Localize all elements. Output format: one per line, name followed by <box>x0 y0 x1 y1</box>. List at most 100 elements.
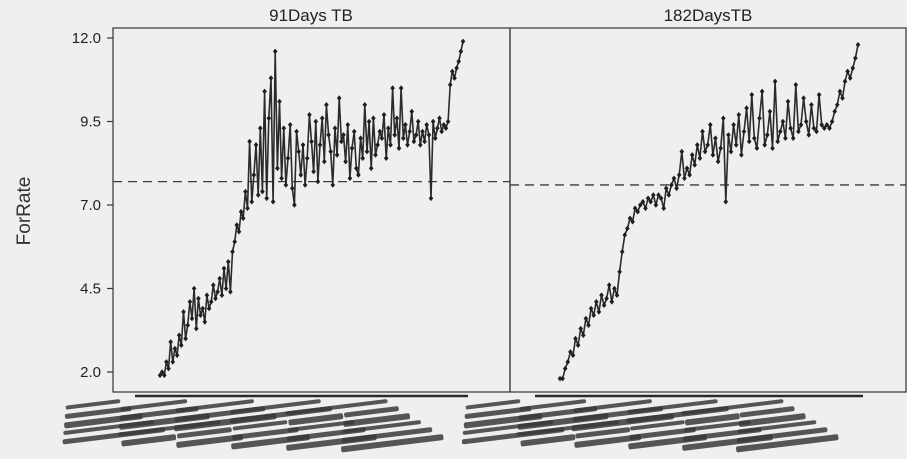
panel-1 <box>510 41 906 382</box>
data-point-0-54 <box>272 48 278 55</box>
x-tick-label-1-12 <box>573 399 652 413</box>
data-point-1-15 <box>596 309 602 315</box>
data-point-0-122 <box>418 142 423 148</box>
data-point-0-83 <box>334 152 340 158</box>
data-point-1-20 <box>609 299 615 305</box>
data-point-0-25 <box>211 282 216 288</box>
data-point-0-107 <box>386 125 391 131</box>
data-point-1-74 <box>749 92 755 98</box>
data-point-0-99 <box>368 165 374 172</box>
data-point-1-75 <box>752 135 757 141</box>
data-point-0-41 <box>245 205 250 212</box>
data-point-0-137 <box>450 68 455 75</box>
data-point-0-105 <box>381 112 387 118</box>
data-point-0-70 <box>307 112 312 118</box>
data-point-0-127 <box>428 195 434 202</box>
data-point-1-60 <box>713 135 718 141</box>
data-point-1-87 <box>783 135 788 141</box>
data-point-1-103 <box>824 122 830 128</box>
data-point-0-60 <box>285 155 291 161</box>
data-point-1-94 <box>801 95 806 101</box>
data-point-0-57 <box>279 175 284 182</box>
panel-0 <box>113 38 510 379</box>
x-tick-label-1-18 <box>627 399 718 414</box>
x-tick-label-1-21 <box>684 420 751 432</box>
data-point-0-93 <box>356 172 361 178</box>
data-point-1-41 <box>663 185 669 192</box>
data-point-0-110 <box>392 132 397 138</box>
panel-title-left: 91Days TB <box>269 6 353 25</box>
x-tick-label-1-20 <box>684 413 740 426</box>
series-line-0 <box>159 41 464 377</box>
data-point-1-10 <box>583 315 589 322</box>
data-point-0-36 <box>234 222 240 228</box>
data-point-1-100 <box>816 92 822 98</box>
data-point-1-32 <box>640 198 646 205</box>
data-point-1-91 <box>793 82 799 88</box>
data-point-1-112 <box>847 75 853 81</box>
x-tick-label-1-11 <box>574 434 642 448</box>
x-tick-label-1-24 <box>681 399 784 416</box>
data-point-1-14 <box>594 299 599 305</box>
data-point-1-27 <box>627 215 633 222</box>
data-point-1-110 <box>842 78 848 85</box>
data-point-0-50 <box>264 195 269 202</box>
data-point-1-13 <box>591 312 596 318</box>
data-point-0-73 <box>313 118 319 125</box>
x-tick-label-0-12 <box>175 399 254 413</box>
data-point-0-13 <box>185 322 190 328</box>
x-tick-label-0-15 <box>232 420 288 431</box>
data-point-0-114 <box>401 135 406 141</box>
x-tick-labels <box>62 394 863 453</box>
data-point-1-105 <box>829 118 835 125</box>
x-tick-label-0-26 <box>343 413 411 427</box>
data-point-1-69 <box>736 112 742 118</box>
data-point-1-50 <box>687 172 692 178</box>
data-point-0-21 <box>202 319 208 325</box>
x-tick-label-0-10 <box>177 427 232 439</box>
x-tick-label-0-6 <box>120 399 188 411</box>
data-point-0-11 <box>181 309 186 315</box>
data-point-1-77 <box>757 115 762 121</box>
x-tick-label-0-24 <box>285 399 388 416</box>
x-tick-label-1-26 <box>738 413 806 427</box>
data-point-0-98 <box>366 118 372 125</box>
data-point-1-72 <box>744 105 749 111</box>
data-point-0-52 <box>268 75 274 81</box>
data-point-0-131 <box>437 115 442 121</box>
data-point-0-72 <box>311 168 316 175</box>
data-point-0-103 <box>377 128 383 135</box>
data-point-0-35 <box>232 238 237 245</box>
data-point-1-95 <box>803 118 809 125</box>
data-point-0-58 <box>281 125 287 131</box>
data-point-1-80 <box>765 132 770 138</box>
data-point-0-28 <box>217 275 222 282</box>
data-point-0-120 <box>413 132 419 138</box>
data-point-1-35 <box>648 198 653 205</box>
x-tick-label-0-27 <box>342 420 421 434</box>
data-point-0-124 <box>422 138 427 145</box>
data-point-0-49 <box>262 88 267 95</box>
data-point-0-134 <box>443 125 449 131</box>
data-point-0-4 <box>166 365 171 372</box>
data-point-0-84 <box>336 95 342 101</box>
data-point-1-64 <box>723 198 729 205</box>
data-point-1-82 <box>770 145 775 151</box>
x-tick-label-0-21 <box>287 420 355 432</box>
data-point-0-15 <box>189 315 195 322</box>
data-point-1-2 <box>562 365 568 372</box>
data-point-1-73 <box>746 138 752 145</box>
data-point-0-38 <box>238 208 244 215</box>
data-point-0-48 <box>260 188 265 195</box>
data-point-0-76 <box>319 115 325 121</box>
x-tick-label-1-15 <box>630 420 685 431</box>
data-point-1-45 <box>674 185 679 192</box>
y-tick-label-3: 9.5 <box>80 114 101 131</box>
data-point-0-22 <box>204 292 210 298</box>
data-point-0-89 <box>347 175 353 182</box>
data-point-0-24 <box>208 299 214 305</box>
data-point-0-106 <box>383 155 389 161</box>
data-point-1-3 <box>565 359 571 365</box>
data-point-0-62 <box>290 185 295 192</box>
data-point-1-22 <box>614 292 620 298</box>
